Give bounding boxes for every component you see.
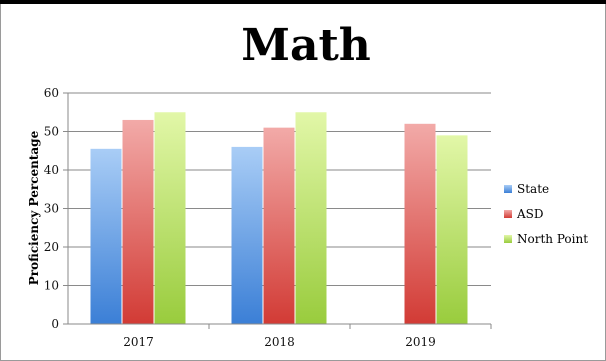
- x-tick-label: 2017: [123, 335, 154, 349]
- bar-north-point-2017: [154, 112, 186, 324]
- y-tick-label: 0: [51, 317, 59, 331]
- y-tick-label: 50: [44, 125, 59, 139]
- x-tick-label: 2018: [264, 335, 295, 349]
- bar-state-2018: [231, 146, 263, 324]
- bar-north-point-2018: [295, 112, 327, 324]
- legend-swatch-north-point: [504, 235, 512, 243]
- chart-title: Math: [241, 20, 371, 71]
- y-axis-title: Proficiency Percentage: [27, 130, 41, 285]
- y-tick-label: 60: [44, 86, 59, 100]
- legend-label: ASD: [516, 207, 544, 221]
- bar-north-point-2019: [436, 135, 468, 324]
- y-tick-label: 40: [44, 163, 59, 177]
- bar-asd-2017: [122, 119, 154, 324]
- y-tick-label: 30: [44, 202, 59, 216]
- bar-asd-2018: [263, 127, 295, 325]
- y-tick-label: 10: [44, 279, 59, 293]
- legend-swatch-asd: [504, 210, 512, 218]
- legend-label: North Point: [517, 232, 588, 246]
- bars-layer: [90, 112, 468, 325]
- axis-layer: 0 10 20 30 40 50 60 2017 2018 2019: [44, 86, 492, 349]
- x-tick-label: 2019: [405, 335, 436, 349]
- top-rule: [0, 0, 606, 4]
- legend-swatch-state: [504, 185, 512, 193]
- y-tick-label: 20: [44, 240, 59, 254]
- bar-state-2017: [90, 148, 122, 324]
- legend-label: State: [517, 182, 549, 196]
- bar-asd-2019: [404, 123, 436, 324]
- legend: State ASD North Point: [504, 182, 588, 246]
